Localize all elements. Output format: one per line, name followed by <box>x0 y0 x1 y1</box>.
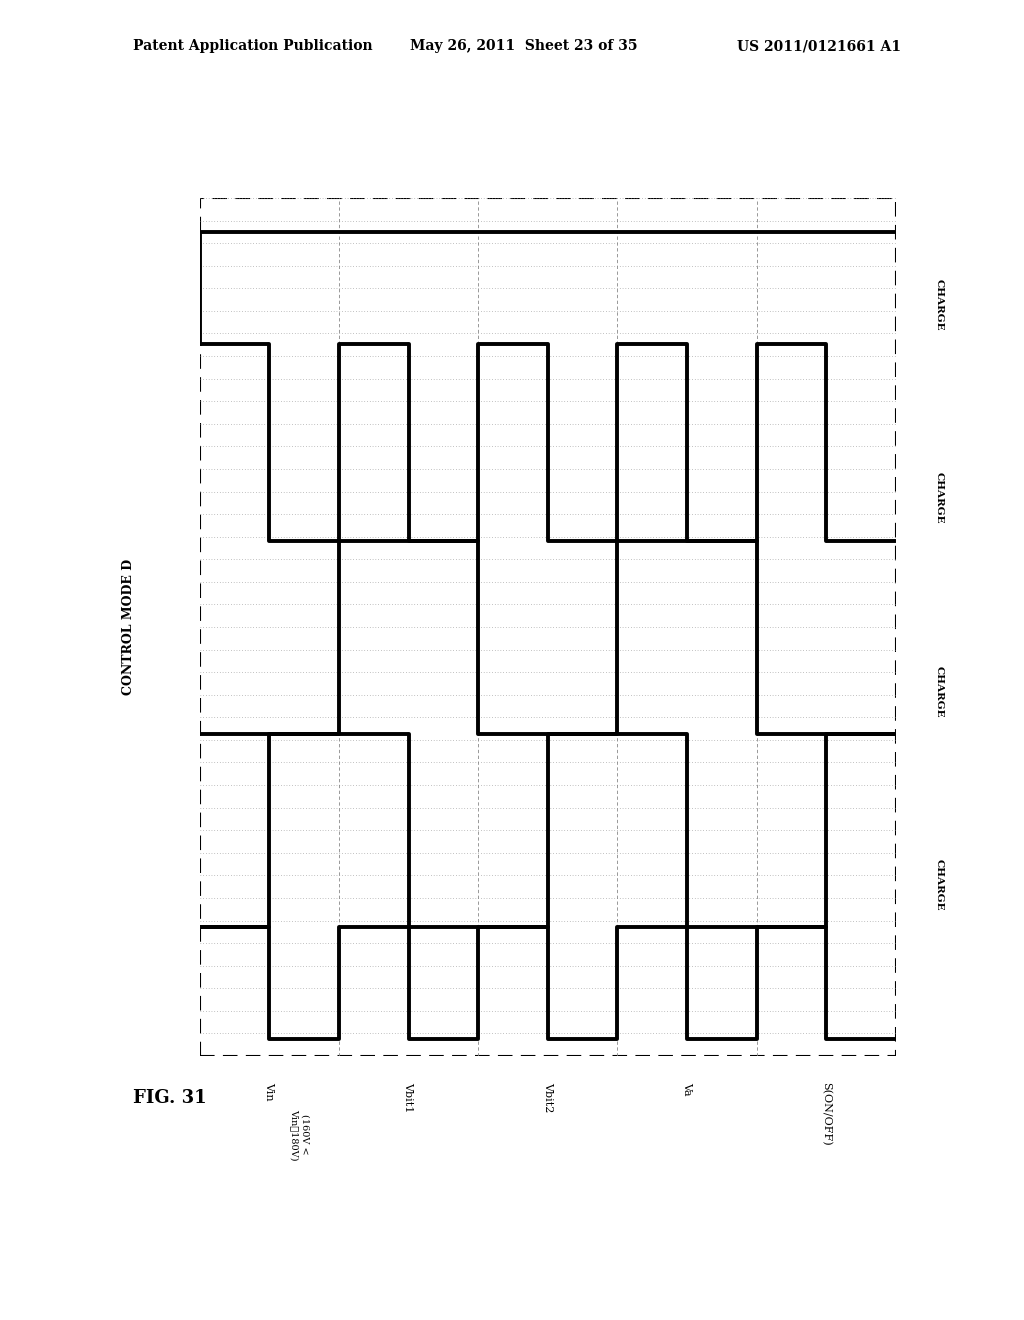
Text: Patent Application Publication: Patent Application Publication <box>133 40 373 53</box>
Text: Vbit1: Vbit1 <box>403 1082 414 1113</box>
Text: (160V <
Vin≦180V): (160V < Vin≦180V) <box>291 1109 309 1160</box>
Text: US 2011/0121661 A1: US 2011/0121661 A1 <box>737 40 901 53</box>
Text: S(ON/OFF): S(ON/OFF) <box>821 1082 831 1146</box>
Text: Vin: Vin <box>264 1082 274 1101</box>
Text: CHARGE: CHARGE <box>934 280 943 331</box>
Text: Vbit2: Vbit2 <box>543 1082 553 1113</box>
Text: CONTROL MODE D: CONTROL MODE D <box>122 558 134 696</box>
Text: May 26, 2011  Sheet 23 of 35: May 26, 2011 Sheet 23 of 35 <box>410 40 637 53</box>
Text: CHARGE: CHARGE <box>934 473 943 524</box>
Text: CHARGE: CHARGE <box>934 858 943 911</box>
Text: FIG. 31: FIG. 31 <box>133 1089 207 1107</box>
Text: CHARGE: CHARGE <box>934 665 943 717</box>
Text: Va: Va <box>682 1082 692 1096</box>
